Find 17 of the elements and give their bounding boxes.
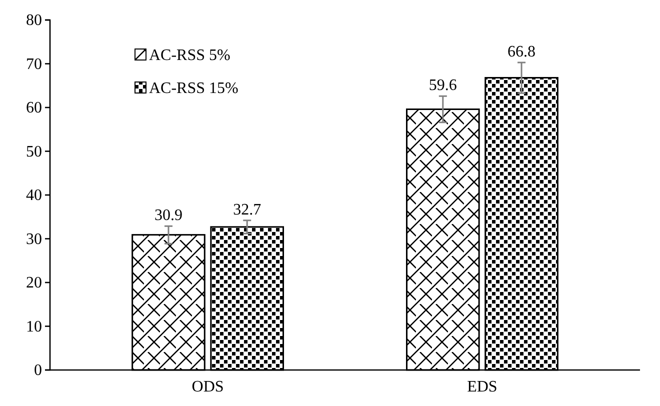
y-tick-label: 50 (26, 143, 42, 160)
y-tick-label: 70 (26, 56, 42, 73)
x-tick-label: EDS (467, 378, 498, 396)
y-tick-label: 30 (26, 230, 42, 248)
y-tick-label: 80 (26, 12, 42, 30)
y-tick-label: 10 (26, 318, 42, 336)
data-label: 30.9 (154, 207, 182, 224)
data-label: 66.8 (508, 43, 536, 60)
x-tick-label: ODS (192, 378, 224, 396)
y-tick-label: 0 (34, 362, 42, 380)
data-label: 59.6 (428, 77, 457, 94)
legend-label: AC-RSS 5% (149, 47, 230, 64)
y-tick-label: 20 (26, 274, 42, 292)
y-tick-label: 40 (26, 187, 42, 204)
legend-label: AC-RSS 15% (149, 80, 238, 97)
y-tick-label: 60 (26, 100, 42, 117)
data-label: 32.7 (233, 201, 262, 218)
